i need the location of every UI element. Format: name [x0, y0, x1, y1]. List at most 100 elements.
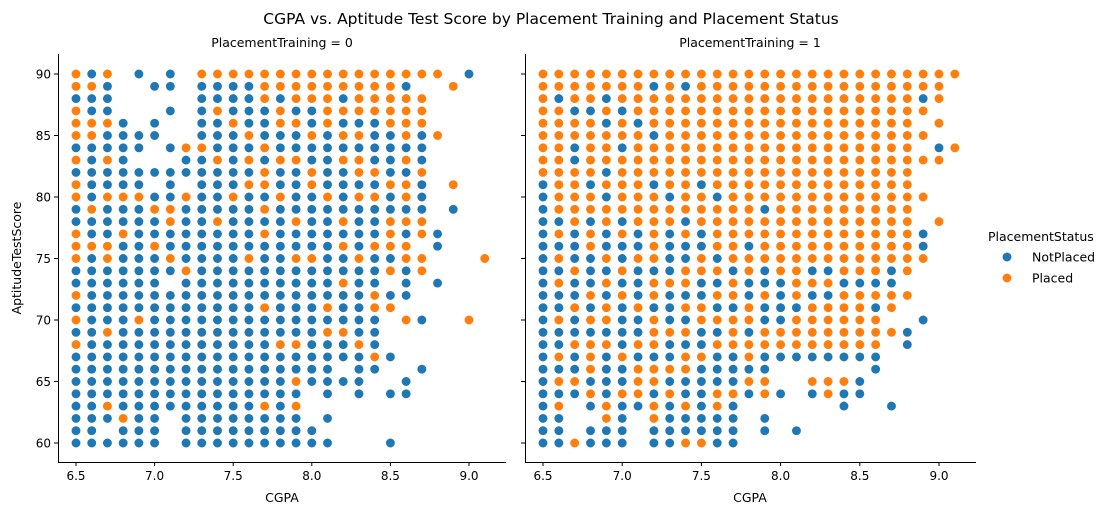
point-notplaced — [228, 93, 239, 104]
point-notplaced — [275, 142, 286, 153]
point-notplaced — [537, 228, 549, 240]
point-notplaced — [648, 130, 660, 141]
point-placed — [902, 81, 913, 92]
point-notplaced — [680, 290, 691, 301]
point-notplaced — [228, 179, 239, 190]
point-notplaced — [632, 241, 644, 252]
point-notplaced — [933, 142, 945, 153]
point-notplaced — [537, 277, 549, 289]
point-notplaced — [290, 105, 302, 117]
point-notplaced — [727, 400, 739, 412]
point-placed — [854, 339, 865, 350]
point-notplaced — [353, 241, 365, 252]
point-notplaced — [537, 413, 549, 424]
point-notplaced — [243, 376, 255, 387]
point-notplaced — [86, 351, 97, 363]
point-placed — [933, 118, 945, 129]
point-placed — [759, 130, 770, 141]
y-tick-label: 90 — [36, 67, 51, 81]
point-notplaced — [712, 351, 723, 363]
point-notplaced — [322, 130, 333, 141]
point-notplaced — [228, 142, 239, 153]
point-placed — [807, 314, 818, 326]
point-notplaced — [243, 277, 255, 289]
point-placed — [553, 130, 564, 141]
point-placed — [338, 130, 349, 141]
point-notplaced — [259, 364, 270, 375]
point-notplaced — [86, 437, 97, 449]
point-placed — [807, 339, 818, 350]
point-notplaced — [86, 364, 97, 375]
point-placed — [870, 81, 881, 92]
point-notplaced — [369, 130, 380, 141]
point-placed — [322, 191, 333, 203]
point-notplaced — [322, 388, 333, 399]
point-placed — [585, 191, 596, 203]
point-placed — [759, 228, 770, 240]
point-notplaced — [463, 68, 475, 80]
point-notplaced — [70, 265, 82, 276]
point-placed — [727, 228, 739, 240]
point-notplaced — [680, 253, 691, 264]
point-notplaced — [228, 167, 239, 178]
point-placed — [791, 314, 802, 326]
point-notplaced — [353, 290, 365, 301]
point-placed — [259, 81, 270, 92]
point-placed — [743, 93, 755, 104]
point-notplaced — [553, 413, 564, 424]
point-placed — [569, 81, 580, 92]
point-placed — [870, 314, 881, 326]
point-placed — [933, 154, 945, 166]
point-notplaced — [585, 302, 596, 313]
point-placed — [807, 216, 818, 227]
point-notplaced — [775, 302, 786, 313]
point-placed — [648, 290, 660, 301]
point-notplaced — [807, 265, 818, 276]
point-placed — [369, 167, 380, 178]
point-notplaced — [664, 413, 675, 424]
point-notplaced — [648, 81, 660, 92]
point-notplaced — [212, 364, 223, 375]
point-notplaced — [290, 130, 302, 141]
point-placed — [727, 314, 739, 326]
point-placed — [617, 388, 628, 399]
point-placed — [664, 68, 675, 80]
point-notplaced — [290, 437, 302, 449]
point-notplaced — [102, 130, 113, 141]
point-notplaced — [369, 142, 380, 153]
point-notplaced — [165, 376, 176, 387]
point-placed — [807, 93, 818, 104]
point-placed — [338, 154, 349, 166]
point-placed — [322, 302, 333, 313]
point-notplaced — [118, 241, 129, 252]
point-placed — [854, 118, 865, 129]
point-notplaced — [133, 68, 145, 80]
point-notplaced — [553, 364, 564, 375]
point-placed — [369, 290, 380, 301]
point-placed — [870, 327, 881, 338]
point-placed — [743, 68, 755, 80]
point-placed — [807, 327, 818, 338]
point-placed — [743, 154, 755, 166]
point-notplaced — [585, 179, 596, 190]
point-placed — [290, 253, 302, 264]
point-placed — [569, 167, 580, 178]
point-placed — [385, 81, 396, 92]
point-placed — [290, 154, 302, 166]
point-placed — [696, 204, 707, 215]
point-placed — [791, 241, 802, 252]
point-placed — [902, 142, 913, 153]
point-placed — [696, 216, 707, 227]
point-notplaced — [569, 277, 580, 289]
point-placed — [479, 253, 490, 264]
point-placed — [648, 167, 660, 178]
point-placed — [275, 68, 286, 80]
point-notplaced — [306, 154, 317, 166]
point-notplaced — [118, 302, 129, 313]
point-placed — [712, 118, 723, 129]
point-notplaced — [102, 167, 113, 178]
point-notplaced — [569, 290, 580, 301]
point-notplaced — [196, 400, 207, 412]
point-notplaced — [369, 265, 380, 276]
point-placed — [807, 228, 818, 240]
